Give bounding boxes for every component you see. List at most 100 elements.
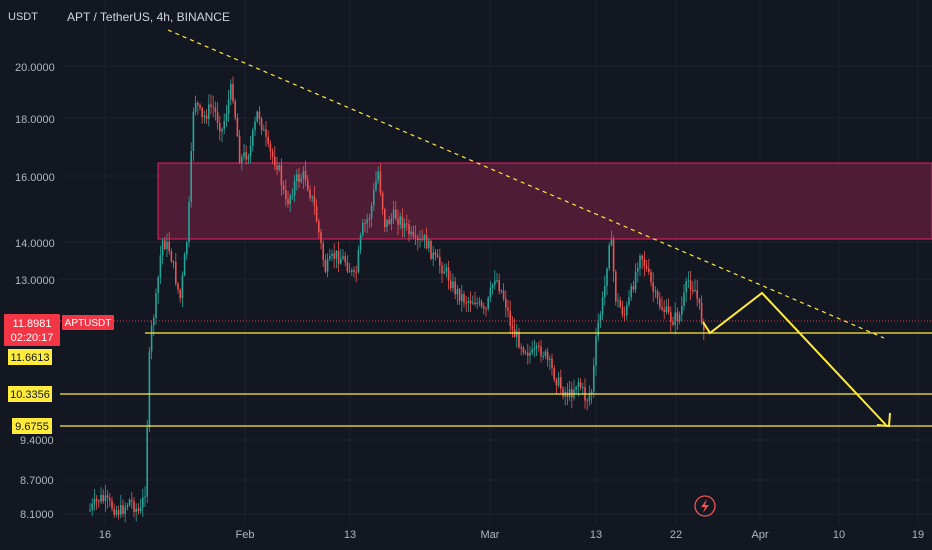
candle <box>540 339 542 363</box>
candle-body <box>458 288 461 301</box>
candle-body <box>562 388 564 397</box>
candle <box>276 156 278 175</box>
candle <box>595 327 597 376</box>
candle <box>230 79 232 106</box>
candle <box>560 369 562 395</box>
level-badge-2[interactable]: 10.3356 <box>8 386 52 402</box>
candle <box>278 162 280 173</box>
candle-body <box>377 171 379 181</box>
arrow-head <box>876 412 891 428</box>
candle-body <box>373 190 375 206</box>
candle-body <box>120 505 122 515</box>
candle <box>483 302 485 315</box>
candle-body <box>593 365 595 392</box>
price-axis[interactable]: 20.0000 18.0000 16.0000 14.0000 13.0000 … <box>15 62 55 521</box>
candle <box>120 494 122 519</box>
candle <box>296 169 298 191</box>
candle <box>443 263 445 275</box>
candle-body <box>590 391 593 395</box>
candle-body <box>392 209 395 219</box>
candle-body <box>252 130 254 146</box>
candle <box>672 316 674 327</box>
symbol-title[interactable]: APT / TetherUS, 4h, BINANCE <box>67 10 230 24</box>
candle <box>645 260 648 272</box>
time-label: 16 <box>99 529 111 541</box>
candle <box>210 94 212 115</box>
candle <box>144 486 146 507</box>
candle <box>232 76 234 104</box>
candle-body <box>278 165 280 170</box>
candle-body <box>476 302 478 305</box>
candle-body <box>566 392 569 398</box>
candle-body <box>408 223 410 235</box>
time-axis[interactable]: 16 Feb 13 Mar 13 22 Apr 10 19 <box>99 529 924 541</box>
candle <box>687 271 690 288</box>
candle <box>274 146 276 171</box>
candle <box>676 307 679 331</box>
candle <box>238 129 241 165</box>
candle-body <box>472 302 474 304</box>
candle <box>320 228 322 250</box>
candle <box>401 208 404 238</box>
candle-body <box>698 298 701 303</box>
candle-body <box>157 277 159 294</box>
candle-body <box>287 199 289 205</box>
candle <box>115 505 118 518</box>
candle-body <box>522 347 525 353</box>
candle-body <box>353 270 355 272</box>
candle <box>124 502 126 523</box>
candle <box>168 231 170 255</box>
candle-body <box>225 113 228 121</box>
symbol-tag[interactable]: APTUSDT <box>62 315 114 330</box>
candle <box>612 235 615 283</box>
candle <box>150 320 153 360</box>
candle <box>269 140 272 160</box>
candle-body <box>692 289 694 292</box>
zone-rect <box>157 162 932 240</box>
candle <box>245 145 247 165</box>
candle-body <box>331 253 333 256</box>
candle-body <box>553 367 555 380</box>
candle-body <box>527 352 529 356</box>
candle-body <box>362 223 364 236</box>
candle <box>557 371 560 388</box>
candle-body <box>146 427 148 497</box>
candle <box>89 503 91 513</box>
candle-body <box>645 266 648 269</box>
level-badge-3[interactable]: 9.6755 <box>12 418 52 434</box>
candle-body <box>630 286 632 298</box>
candle <box>388 215 390 226</box>
candle <box>177 282 179 294</box>
level-badge-1[interactable]: 11.6613 <box>8 349 52 365</box>
candle <box>593 357 595 398</box>
candle <box>236 113 239 138</box>
candle-body <box>535 345 538 349</box>
candle <box>252 127 254 152</box>
candle-body <box>516 331 518 337</box>
candle-body <box>656 291 659 299</box>
candle-body <box>102 494 104 502</box>
candle <box>630 283 632 302</box>
candle <box>265 121 267 147</box>
candle <box>157 275 159 305</box>
drawings[interactable] <box>167 29 891 428</box>
candle-body <box>557 377 560 386</box>
supply-zone <box>157 162 932 240</box>
lightning-icon[interactable] <box>694 495 716 517</box>
candle-body <box>168 241 170 252</box>
candle-body <box>115 510 118 515</box>
candle-body <box>560 377 562 389</box>
candle-body <box>155 293 157 318</box>
candle <box>434 249 437 261</box>
current-price-badge[interactable]: 11.8981 02:20:17 <box>4 314 60 346</box>
candle <box>674 302 676 335</box>
candle <box>406 214 408 231</box>
candle-body <box>276 165 278 170</box>
candle <box>166 233 168 258</box>
candlesticks[interactable] <box>89 76 705 523</box>
candle <box>311 195 313 203</box>
candle-body <box>210 104 212 107</box>
candle <box>450 270 452 292</box>
candle <box>214 101 217 121</box>
